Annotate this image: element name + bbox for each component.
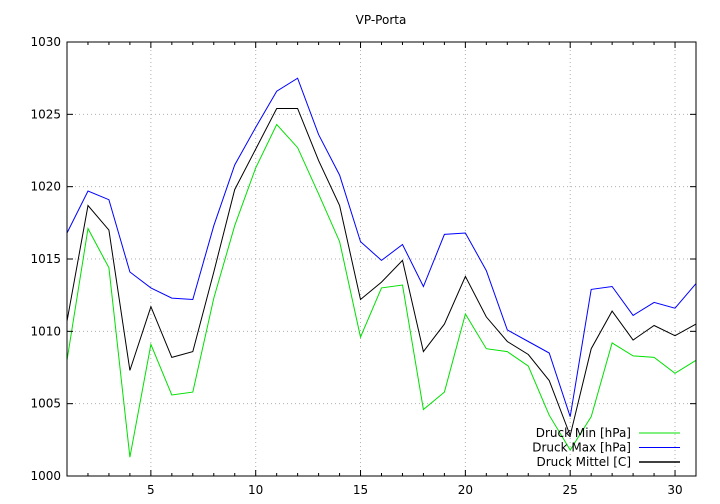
x-tick-label: 20: [458, 483, 473, 497]
series-line-druck-max: [66, 77, 697, 417]
x-tick-label: 10: [248, 483, 263, 497]
y-tick-label: 1005: [30, 397, 61, 411]
legend-label: Druck Max [hPa]: [532, 441, 631, 455]
legend-label: Druck Mittel [C]: [536, 455, 631, 469]
plot-frame: [66, 41, 697, 477]
series-layer: [66, 77, 697, 458]
legend: Druck Min [hPa]Druck Max [hPa]Druck Mitt…: [532, 426, 680, 469]
series-line-druck-min: [66, 123, 697, 458]
y-tick-label: 1025: [30, 107, 61, 121]
grid-layer: [67, 42, 696, 476]
y-tick-label: 1000: [30, 469, 61, 483]
x-tick-label: 5: [147, 483, 155, 497]
y-tick-label: 1010: [30, 324, 61, 338]
legend-label: Druck Min [hPa]: [536, 426, 631, 440]
chart-title: VP-Porta: [356, 13, 407, 27]
series-line-druck-mittel: [66, 108, 697, 438]
y-tick-label: 1030: [30, 35, 61, 49]
y-tick-label: 1015: [30, 252, 61, 266]
x-tick-label: 15: [353, 483, 368, 497]
y-tick-label: 1020: [30, 180, 61, 194]
x-tick-label: 30: [667, 483, 682, 497]
x-tick-label: 25: [563, 483, 578, 497]
